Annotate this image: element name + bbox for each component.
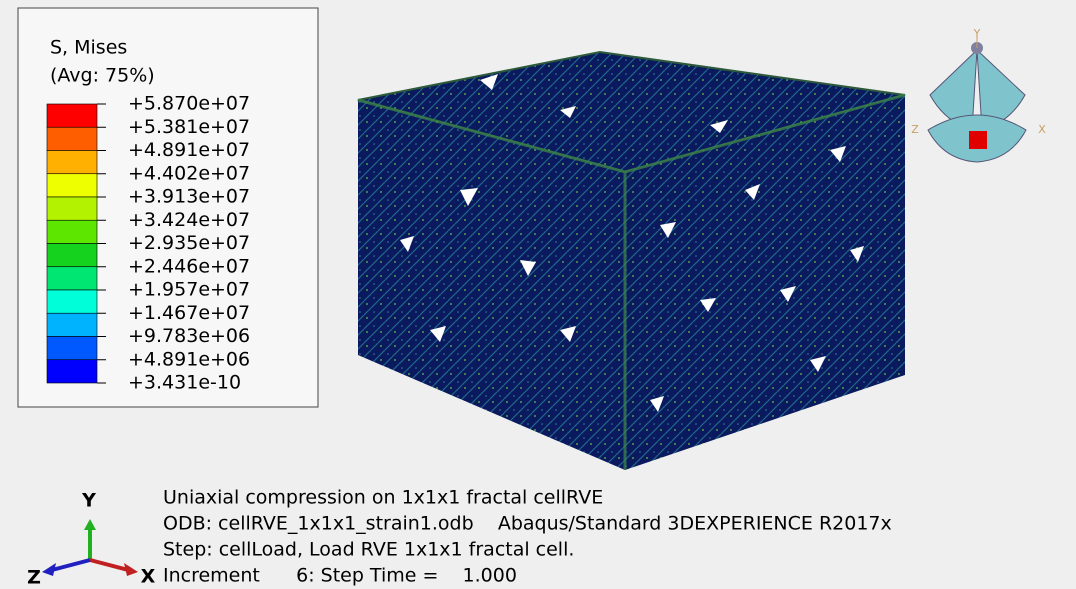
color-bar: +5.870e+07+5.381e+07+4.891e+07+4.402e+07… [47, 93, 250, 394]
info-line: Increment 6: Step Time = 1.000 [163, 565, 517, 587]
legend-label: +3.431e-10 [128, 372, 241, 394]
color-swatch [47, 244, 97, 267]
legend-label: +3.913e+07 [128, 186, 250, 208]
triad-y: Y [81, 490, 96, 512]
legend-label: +1.957e+07 [128, 279, 250, 301]
triad-z: Z [27, 567, 41, 589]
viewport: S, Mises (Avg: 75%) +5.870e+07+5.381e+07… [0, 0, 1076, 589]
color-swatch [47, 197, 97, 220]
legend-subtitle: (Avg: 75%) [50, 65, 155, 87]
view-cube-z: Z [911, 123, 919, 136]
color-swatch [47, 290, 97, 313]
info-line: Step: cellLoad, Load RVE 1x1x1 fractal c… [163, 539, 574, 561]
model [358, 52, 905, 470]
info-line: ODB: cellRVE_1x1x1_strain1.odb Abaqus/St… [163, 513, 892, 535]
view-cube-x: X [1038, 123, 1046, 136]
axis-triad [42, 519, 138, 576]
legend-label: +2.446e+07 [128, 255, 250, 277]
legend-label: +5.870e+07 [128, 93, 250, 115]
legend-label: +4.891e+06 [128, 348, 250, 370]
view-cube [928, 35, 1026, 162]
info-block: Uniaxial compression on 1x1x1 fractal ce… [163, 487, 892, 587]
color-swatch [47, 220, 97, 243]
color-swatch [47, 174, 97, 197]
legend-label: +3.424e+07 [128, 209, 250, 231]
color-swatch [47, 313, 97, 336]
legend-label: +1.467e+07 [128, 302, 250, 324]
color-swatch [47, 104, 97, 127]
info-line: Uniaxial compression on 1x1x1 fractal ce… [163, 487, 603, 509]
legend-title: S, Mises [50, 37, 127, 59]
legend-label: +5.381e+07 [128, 116, 250, 138]
page: {"legend": {"title": "S, Mises", "subtit… [0, 0, 1076, 589]
triad-x: X [141, 566, 156, 588]
legend-label: +4.402e+07 [128, 162, 250, 184]
legend-label: +2.935e+07 [128, 232, 250, 254]
color-swatch [47, 127, 97, 150]
color-swatch [47, 267, 97, 290]
color-swatch [47, 151, 97, 174]
color-swatch [47, 337, 97, 360]
view-cube-y: Y [973, 27, 981, 40]
legend-label: +9.783e+06 [128, 325, 250, 347]
legend-label: +4.891e+07 [128, 139, 250, 161]
color-swatch [47, 360, 97, 383]
